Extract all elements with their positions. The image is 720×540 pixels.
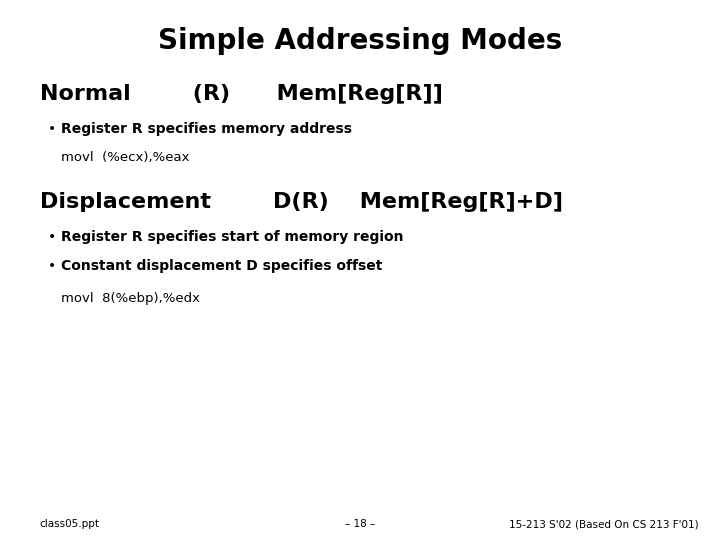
Text: movl  (%ecx),%eax: movl (%ecx),%eax (61, 151, 189, 164)
Text: 15-213 S'02 (Based On CS 213 F'01): 15-213 S'02 (Based On CS 213 F'01) (509, 519, 698, 529)
Text: Normal        (R)      Mem[Reg[R]]: Normal (R) Mem[Reg[R]] (40, 84, 443, 104)
Text: movl  8(%ebp),%edx: movl 8(%ebp),%edx (61, 292, 200, 305)
Text: – 18 –: – 18 – (345, 519, 375, 529)
Text: Simple Addressing Modes: Simple Addressing Modes (158, 27, 562, 55)
Text: Constant displacement D specifies offset: Constant displacement D specifies offset (61, 259, 382, 273)
Text: •: • (48, 122, 56, 136)
Text: class05.ppt: class05.ppt (40, 519, 99, 529)
Text: •: • (48, 230, 56, 244)
Text: Register R specifies start of memory region: Register R specifies start of memory reg… (61, 230, 404, 244)
Text: •: • (48, 259, 56, 273)
Text: Register R specifies memory address: Register R specifies memory address (61, 122, 352, 136)
Text: Displacement        D(R)    Mem[Reg[R]+D]: Displacement D(R) Mem[Reg[R]+D] (40, 192, 562, 212)
